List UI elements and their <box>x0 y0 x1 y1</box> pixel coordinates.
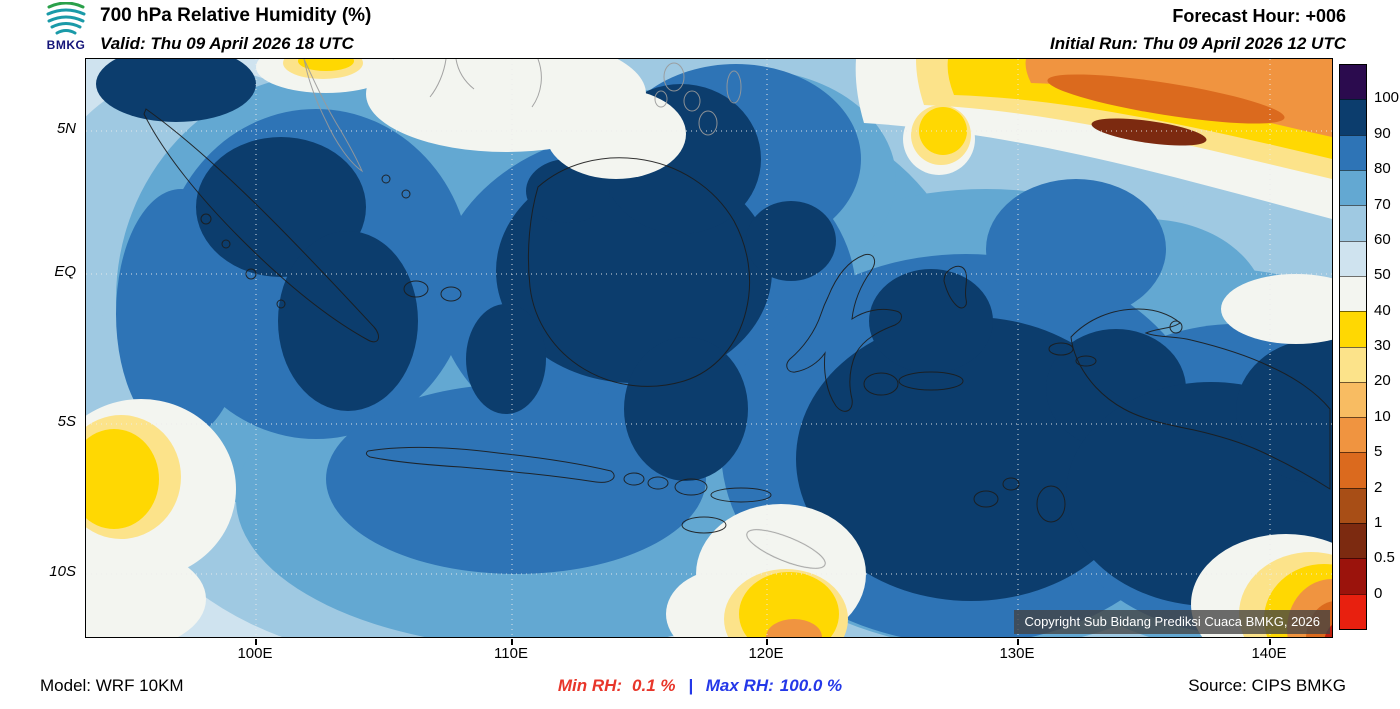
colorbar-segment <box>1340 240 1366 276</box>
bmkg-logo-icon <box>43 1 89 39</box>
colorbar-segment <box>1340 275 1366 312</box>
forecast-hour: Forecast Hour: +006 <box>1172 6 1346 26</box>
colorbar-segment <box>1340 523 1366 559</box>
max-rh-value: 100.0 % <box>779 676 843 695</box>
bmkg-logo-text: BMKG <box>46 38 86 52</box>
axis-tick <box>1017 639 1019 645</box>
coastlines-neighbours <box>303 59 826 569</box>
max-rh-label: Max RH: <box>705 676 774 695</box>
colorbar-segment <box>1340 346 1366 382</box>
colorbar-segment <box>1340 452 1366 488</box>
axis-tick <box>1269 639 1271 645</box>
min-rh-label: Min RH: <box>557 676 623 695</box>
axis-tick <box>766 639 768 645</box>
valid-time: Valid: Thu 09 April 2026 18 UTC <box>100 34 354 53</box>
lon-tick-label: 110E <box>494 645 528 662</box>
colorbar-tick-label: 90 <box>1374 124 1391 142</box>
page-title: 700 hPa Relative Humidity (%) <box>100 5 372 26</box>
source-label: Source: CIPS BMKG <box>1188 676 1346 695</box>
colorbar-segment <box>1340 134 1366 170</box>
lon-tick-label: 130E <box>999 645 1035 662</box>
lat-tick-label: 5N <box>56 120 76 137</box>
colorbar-tick-label: 10 <box>1374 407 1391 425</box>
colorbar-tick-label: 5 <box>1374 443 1383 461</box>
colorbar-tick-label: 0.5 <box>1374 549 1395 567</box>
colorbar-tick-label: 20 <box>1374 372 1391 390</box>
title-block: 700 hPa Relative Humidity (%) Valid: Thu… <box>100 5 371 54</box>
lon-tick-label: 100E <box>237 645 273 662</box>
minmax-rh: Min RH: 0.1 % | Max RH: 100.0 % <box>0 676 1400 696</box>
axis-tick <box>511 639 513 645</box>
colorbar-tick-label: 40 <box>1374 301 1391 319</box>
colorbar-segment <box>1340 487 1366 524</box>
colorbar-segment <box>1340 381 1366 418</box>
colorbar-tick-label: 1 <box>1374 513 1383 531</box>
colorbar-tick-label: 100 <box>1374 89 1400 107</box>
lon-tick-label: 120E <box>748 645 784 662</box>
lat-tick-label: EQ <box>54 263 76 280</box>
min-rh-value: 0.1 % <box>632 676 676 695</box>
colorbar-tick-label: 50 <box>1374 266 1391 284</box>
colorbar-tick-label: 80 <box>1374 160 1391 178</box>
colorbar <box>1339 64 1367 630</box>
lon-tick-label: 140E <box>1251 645 1287 662</box>
contour-fill-rh90 <box>96 59 1332 606</box>
bmkg-logo: BMKG <box>38 1 94 52</box>
axis-tick <box>255 639 257 645</box>
coastlines-indonesia <box>143 108 1331 534</box>
colorbar-segment <box>1340 99 1366 135</box>
max-rh: Max RH: 100.0 % <box>706 676 842 695</box>
run-info-block: Forecast Hour: +006 Initial Run: Thu 09 … <box>1050 6 1346 54</box>
initial-run: Initial Run: Thu 09 April 2026 12 UTC <box>1050 34 1346 53</box>
colorbar-segment <box>1340 205 1366 241</box>
humidity-map-svg <box>86 59 1332 637</box>
colorbar-tick-label: 60 <box>1374 230 1391 248</box>
colorbar-segment <box>1340 311 1366 347</box>
colorbar-tick-label: 2 <box>1374 478 1383 496</box>
colorbar-tick-label: 30 <box>1374 337 1391 354</box>
lat-tick-label: 5S <box>57 413 76 430</box>
colorbar-tick-label: 70 <box>1374 195 1391 213</box>
colorbar-segment <box>1340 558 1366 594</box>
colorbar-tick-label: 0 <box>1374 584 1383 602</box>
colorbar-segment <box>1340 593 1366 629</box>
colorbar-segment <box>1340 65 1366 100</box>
minmax-divider: | <box>688 676 694 695</box>
colorbar-segment <box>1340 169 1366 206</box>
lat-tick-label: 10S <box>49 563 76 580</box>
map-area: Copyright Sub Bidang Prediksi Cuaca BMKG… <box>85 58 1333 638</box>
model-label: Model: WRF 10KM <box>40 676 184 695</box>
min-rh: Min RH: 0.1 % <box>558 676 676 695</box>
colorbar-segment <box>1340 417 1366 453</box>
copyright-note: Copyright Sub Bidang Prediksi Cuaca BMKG… <box>1014 610 1330 634</box>
